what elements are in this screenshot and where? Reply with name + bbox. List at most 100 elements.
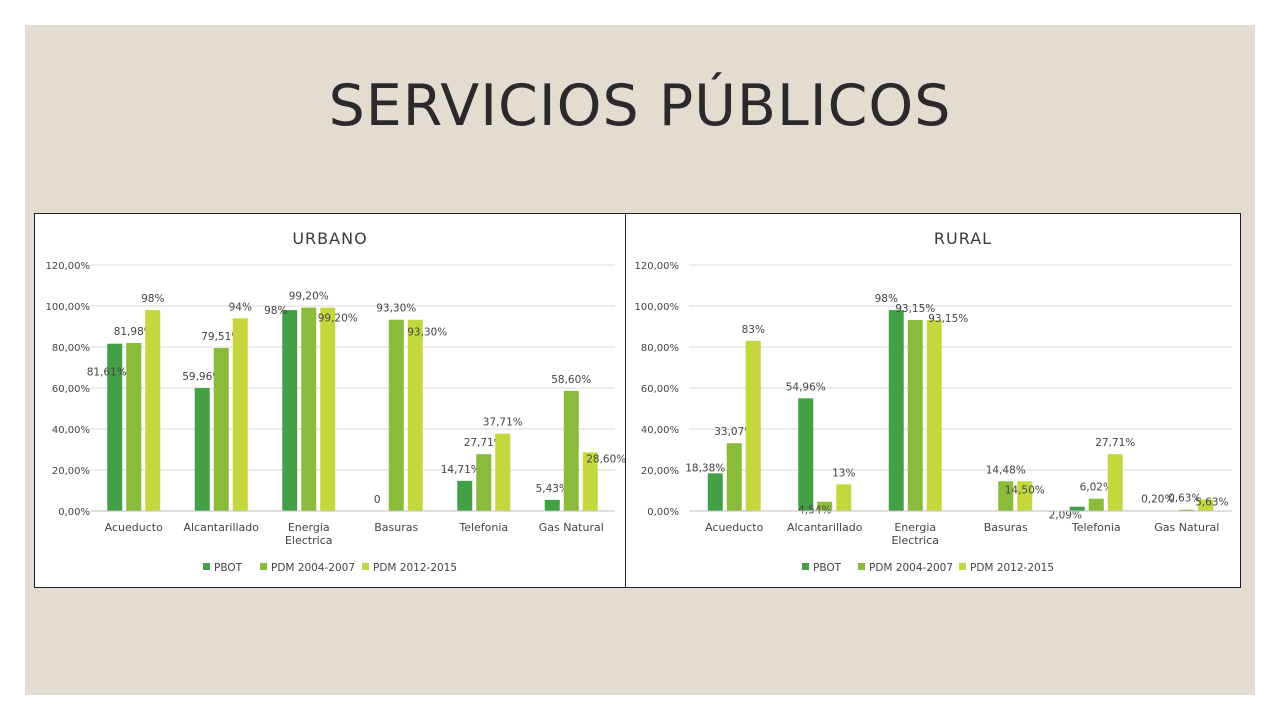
bar <box>926 320 942 511</box>
data-label: 94% <box>229 301 252 313</box>
bar <box>1179 509 1195 511</box>
data-label: 28,60% <box>586 453 625 465</box>
bar <box>495 433 511 511</box>
data-label: 5,63% <box>1195 496 1228 508</box>
x-category-label: Telefonia <box>1071 521 1121 534</box>
data-label: 27,71% <box>1095 437 1135 449</box>
x-category-label: Energia <box>894 521 936 534</box>
data-label: 54,96% <box>786 381 826 393</box>
bar <box>888 310 904 511</box>
legend-label: PDM 2004-2007 <box>869 562 953 574</box>
legend-label: PBOT <box>813 562 842 574</box>
y-tick-label: 60,00% <box>641 384 679 395</box>
data-label: 81,98% <box>114 326 154 338</box>
y-tick-label: 0,00% <box>647 507 679 518</box>
data-label: 6,02% <box>1080 482 1113 494</box>
y-tick-label: 120,00% <box>635 261 680 272</box>
bar <box>1069 506 1085 511</box>
bar <box>1198 499 1214 511</box>
x-category-label: Energia <box>288 521 330 534</box>
bar <box>817 501 833 511</box>
data-label: 83% <box>742 324 765 336</box>
y-tick-label: 0,00% <box>58 507 90 518</box>
bar <box>544 499 560 511</box>
x-category-label: Gas Natural <box>539 521 604 534</box>
legend-swatch <box>858 563 865 570</box>
bar <box>707 473 723 511</box>
bar <box>1088 498 1104 511</box>
y-tick-label: 120,00% <box>46 261 91 272</box>
data-label: 81,61% <box>87 367 127 379</box>
chart-panel-urbano: URBANO 0,00% 20,00% 40,00% 60,00% 80,00% 100,0… <box>34 213 626 588</box>
data-label: 14,48% <box>986 464 1026 476</box>
bar <box>907 320 923 511</box>
legend-label: PDM 2012-2015 <box>373 562 457 574</box>
bar <box>388 319 404 511</box>
bar <box>282 310 298 511</box>
y-tick-label: 100,00% <box>46 302 91 313</box>
bar <box>213 348 229 511</box>
bar <box>407 319 423 511</box>
bar <box>194 388 210 511</box>
y-tick-label: 60,00% <box>52 384 90 395</box>
bar <box>232 318 248 511</box>
data-label: 99,20% <box>318 313 358 325</box>
data-label: 79,51% <box>201 331 241 343</box>
y-tick-label: 40,00% <box>52 425 90 436</box>
data-label: 93,15% <box>895 303 935 315</box>
bar <box>998 481 1014 511</box>
data-label: 0,20% <box>1141 494 1174 506</box>
x-category-label: Basuras <box>374 521 418 534</box>
data-label: 98% <box>141 293 164 305</box>
bar <box>582 452 598 511</box>
chart-title: RURAL <box>934 229 992 248</box>
legend-label: PDM 2012-2015 <box>970 562 1054 574</box>
bar <box>301 307 317 511</box>
chart-urbano: URBANO 0,00% 20,00% 40,00% 60,00% 80,00% 100,0… <box>46 229 626 574</box>
legend-swatch <box>260 563 267 570</box>
x-category-label: Electrica <box>891 534 939 547</box>
bar <box>126 342 142 511</box>
data-label: 58,60% <box>551 374 591 386</box>
bar <box>563 390 579 511</box>
data-label: 98% <box>264 305 287 317</box>
x-category-label: Gas Natural <box>1154 521 1219 534</box>
y-tick-label: 100,00% <box>635 302 680 313</box>
data-label: 33,07% <box>714 426 754 438</box>
y-tick-label: 80,00% <box>52 343 90 354</box>
x-category-label: Acueducto <box>105 521 163 534</box>
data-label: 2,09% <box>1049 510 1082 522</box>
legend-swatch <box>362 563 369 570</box>
bar <box>726 443 742 511</box>
y-tick-label: 80,00% <box>641 343 679 354</box>
data-label: 93,30% <box>376 303 416 315</box>
y-tick-label: 20,00% <box>52 466 90 477</box>
data-label: 0 <box>374 494 381 506</box>
data-label: 37,71% <box>483 417 523 429</box>
data-label: 0,63% <box>1168 493 1201 505</box>
data-label: 99,20% <box>289 291 329 303</box>
x-category-label: Alcantarillado <box>183 521 259 534</box>
legend-label: PBOT <box>214 562 243 574</box>
data-label: 18,38% <box>685 462 725 474</box>
bar <box>476 454 492 511</box>
bar <box>320 307 336 511</box>
x-category-label: Alcantarillado <box>787 521 863 534</box>
data-label: 14,50% <box>1005 484 1045 496</box>
bar <box>1107 454 1123 511</box>
data-label: 14,71% <box>441 464 481 476</box>
chart-title: URBANO <box>292 229 367 248</box>
chart-panel-rural: RURAL 0,00% 20,00% 40,00% 60,00% 80,00% 100,00… <box>625 213 1241 588</box>
y-tick-label: 20,00% <box>641 466 679 477</box>
legend-swatch <box>802 563 809 570</box>
data-label: 93,30% <box>407 327 447 339</box>
bar <box>798 398 814 511</box>
bar <box>745 340 761 511</box>
x-category-label: Electrica <box>285 534 333 547</box>
bar <box>1017 481 1033 511</box>
chart-rural: RURAL 0,00% 20,00% 40,00% 60,00% 80,00% 100,00… <box>635 229 1232 574</box>
bar <box>145 310 161 511</box>
bar <box>107 343 123 511</box>
legend-swatch <box>959 563 966 570</box>
data-label: 5,43% <box>536 483 569 495</box>
